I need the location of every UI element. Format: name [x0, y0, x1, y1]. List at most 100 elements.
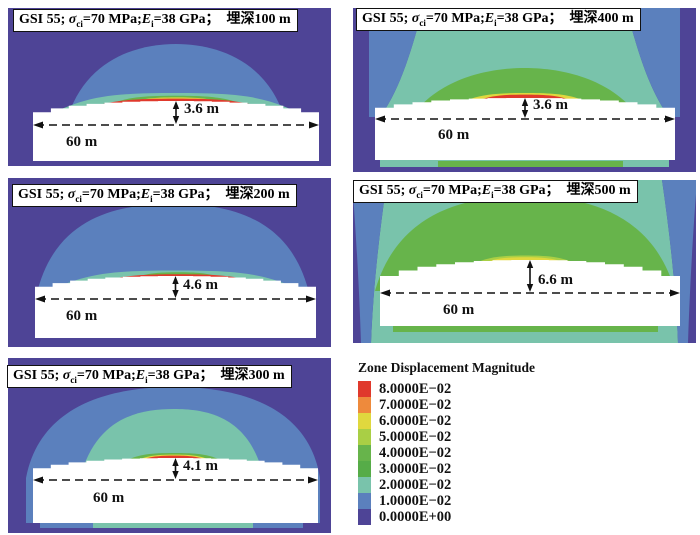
- legend-value-label: 2.0000E−02: [379, 477, 452, 493]
- arch-height-label: 3.6 m: [184, 101, 220, 117]
- up-arrowhead: [521, 98, 529, 106]
- legend-color-swatch: [358, 509, 371, 525]
- title-e-sub: i: [145, 374, 148, 385]
- span-label: 60 m: [66, 308, 98, 324]
- span-label: 60 m: [438, 127, 470, 143]
- title-text: =38 GPa；: [147, 368, 214, 383]
- title-sigma-sub: ci: [75, 193, 82, 204]
- contour-panel-200m: 4.6 m 60 m GSI 55; σci=70 MPa;Ei=38 GPa；…: [8, 178, 331, 347]
- legend-value-label: 3.0000E−02: [379, 461, 452, 477]
- excavation-region: [33, 458, 318, 523]
- up-arrowhead: [526, 260, 534, 268]
- legend-value-label: 6.0000E−02: [379, 413, 452, 429]
- legend-value-label: 5.0000E−02: [379, 429, 452, 445]
- arch-height-label: 4.6 m: [183, 277, 219, 293]
- excavation-region: [35, 276, 316, 338]
- legend-color-swatch: [358, 493, 371, 509]
- span-label: 60 m: [66, 134, 98, 150]
- title-sigma-sub: ci: [76, 18, 83, 29]
- legend-value-label: 7.0000E−02: [379, 397, 452, 413]
- title-e-sub: i: [494, 17, 497, 28]
- excavation-region: [33, 101, 319, 161]
- down-arrowhead: [526, 284, 534, 292]
- colorbar-legend: Zone Displacement Magnitude 8.0000E−02 7.…: [358, 360, 578, 525]
- left-arrowhead: [380, 289, 390, 297]
- title-text: GSI 55;: [19, 12, 69, 27]
- up-arrowhead: [172, 276, 179, 284]
- title-e-sub: i: [150, 193, 153, 204]
- right-arrowhead: [670, 289, 680, 297]
- legend-rows: 8.0000E−02 7.0000E−02 6.0000E−02 5.0000E−02…: [358, 381, 578, 525]
- displacement-zone-blue-right: [626, 8, 680, 117]
- title-text: GSI 55;: [362, 11, 412, 26]
- down-arrowhead: [172, 471, 179, 479]
- title-text: GSI 55;: [13, 368, 63, 383]
- title-e-sub: i: [491, 189, 494, 200]
- legend-color-swatch: [358, 381, 371, 397]
- displacement-zone-blue-left: [369, 8, 423, 117]
- span-label: 60 m: [93, 490, 125, 506]
- right-arrowhead: [309, 121, 319, 129]
- legend-entry: 4.0000E−02: [358, 445, 578, 461]
- legend-color-swatch: [358, 477, 371, 493]
- title-e: E: [481, 183, 492, 198]
- legend-color-swatch: [358, 461, 371, 477]
- title-sigma: σ: [408, 183, 417, 198]
- floor-band: [393, 326, 658, 332]
- legend-entry: 7.0000E−02: [358, 397, 578, 413]
- span-label: 60 m: [443, 302, 475, 318]
- legend-value-label: 4.0000E−02: [379, 445, 452, 461]
- title-sigma-sub: ci: [419, 17, 426, 28]
- legend-entry: 5.0000E−02: [358, 429, 578, 445]
- title-sigma-sub: ci: [416, 189, 423, 200]
- contour-panel-300m: 4.1 m 60 m GSI 55; σci=70 MPa;Ei=38 GPa；…: [7, 358, 331, 533]
- contour-svg-300m: 4.1 m 60 m: [8, 358, 331, 533]
- legend-entry: 2.0000E−02: [358, 477, 578, 493]
- contour-svg-400m: 3.6 m 60 m: [353, 8, 696, 172]
- right-arrowhead: [665, 115, 675, 123]
- left-arrowhead: [33, 121, 43, 129]
- right-arrowhead: [306, 295, 316, 303]
- left-arrowhead: [375, 115, 385, 123]
- legend-title: Zone Displacement Magnitude: [358, 360, 535, 375]
- title-sigma: σ: [62, 368, 71, 383]
- panel-title: GSI 55; σci=70 MPa;Ei=38 GPa； 埋深300 m: [7, 365, 292, 388]
- title-sigma-sub: ci: [70, 374, 77, 385]
- title-text: =38 GPa；: [496, 11, 563, 26]
- depth-label: 埋深300 m: [220, 368, 285, 383]
- title-text: =70 MPa;: [81, 187, 141, 202]
- floor-band: [383, 332, 668, 337]
- displacement-zone-blue-left: [353, 180, 387, 343]
- title-text: GSI 55;: [359, 183, 409, 198]
- floor-band: [93, 523, 253, 528]
- title-text: =38 GPa；: [493, 183, 560, 198]
- contour-panel-400m: 3.6 m 60 m GSI 55; σci=70 MPa;Ei=38 GPa；…: [353, 8, 696, 172]
- displacement-zone-blue-right: [662, 180, 696, 343]
- right-arrowhead: [308, 476, 318, 484]
- legend-entry: 3.0000E−02: [358, 461, 578, 477]
- depth-label: 埋深200 m: [225, 187, 290, 202]
- legend-color-swatch: [358, 413, 371, 429]
- title-e: E: [484, 11, 495, 26]
- down-arrowhead: [521, 110, 529, 118]
- legend-entry: 6.0000E−02: [358, 413, 578, 429]
- contour-svg-500m: 6.6 m 60 m: [353, 180, 696, 343]
- up-arrowhead: [172, 458, 179, 466]
- contour-svg-100m: 3.6 m 60 m: [8, 8, 331, 166]
- title-text: =70 MPa;: [76, 368, 136, 383]
- title-text: GSI 55;: [18, 187, 68, 202]
- arch-height-label: 3.6 m: [533, 97, 569, 113]
- up-arrowhead: [172, 101, 180, 109]
- legend-color-swatch: [358, 397, 371, 413]
- down-arrowhead: [172, 290, 179, 298]
- panel-title: GSI 55; σci=70 MPa;Ei=38 GPa； 埋深100 m: [13, 9, 298, 32]
- depth-label: 埋深500 m: [566, 183, 631, 198]
- legend-color-swatch: [358, 445, 371, 461]
- contour-panel-100m: 3.6 m 60 m GSI 55; σci=70 MPa;Ei=38 GPa；…: [8, 8, 331, 166]
- legend-color-swatch: [358, 429, 371, 445]
- legend-value-label: 8.0000E−02: [379, 381, 452, 397]
- legend-entry: 0.0000E+00: [358, 509, 578, 525]
- legend-entry: 8.0000E−02: [358, 381, 578, 397]
- left-arrowhead: [35, 295, 45, 303]
